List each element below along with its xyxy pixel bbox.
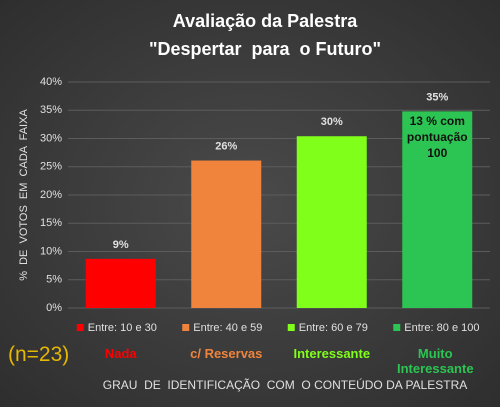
y-tick-label: 0% <box>46 302 62 314</box>
category-label: Nada <box>104 346 137 361</box>
y-tick-label: 10% <box>40 245 62 257</box>
y-tick-label: 35% <box>40 104 62 116</box>
y-tick-label: 15% <box>40 217 62 229</box>
legend-swatch <box>287 324 295 331</box>
y-axis-label: % DE VOTOS EM CADA FAIXA <box>18 109 30 281</box>
y-tick-label: 5% <box>46 274 62 286</box>
legend-swatch <box>76 324 84 331</box>
chart-subtitle: "Despertar para o Futuro" <box>149 39 381 59</box>
value-label: 30% <box>321 116 343 128</box>
bar <box>296 136 367 308</box>
y-tick-label: 20% <box>40 189 62 201</box>
x-axis-label: GRAU DE IDENTIFICAÇÃO COM O CONTEÚDO DA … <box>103 377 468 392</box>
value-label: 26% <box>215 140 237 152</box>
bar <box>85 258 156 308</box>
legend-swatch <box>182 324 190 331</box>
category-label: Muito Interessante <box>396 346 474 376</box>
bar <box>191 160 262 308</box>
y-tick-label: 30% <box>40 132 62 144</box>
legend-label: Entre: 60 e 79 <box>299 322 368 334</box>
legend-label: Entre: 40 e 59 <box>193 322 262 334</box>
category-label: c/ Reservas <box>190 346 263 361</box>
value-label: 35% <box>426 91 448 103</box>
sample-size: (n=23) <box>8 343 70 366</box>
category-label: Interessante <box>293 346 371 361</box>
legend-label: Entre: 80 e 100 <box>404 322 479 334</box>
chart-title: Avaliação da Palestra <box>173 11 358 31</box>
y-tick-label: 25% <box>40 161 62 173</box>
y-tick-label: 40% <box>40 76 62 88</box>
value-label: 9% <box>113 239 129 251</box>
bar <box>402 111 473 308</box>
bar-annotation: 13 % com pontuação 100 <box>406 114 468 161</box>
legend-swatch <box>393 324 401 331</box>
legend-label: Entre: 10 e 30 <box>88 322 157 334</box>
